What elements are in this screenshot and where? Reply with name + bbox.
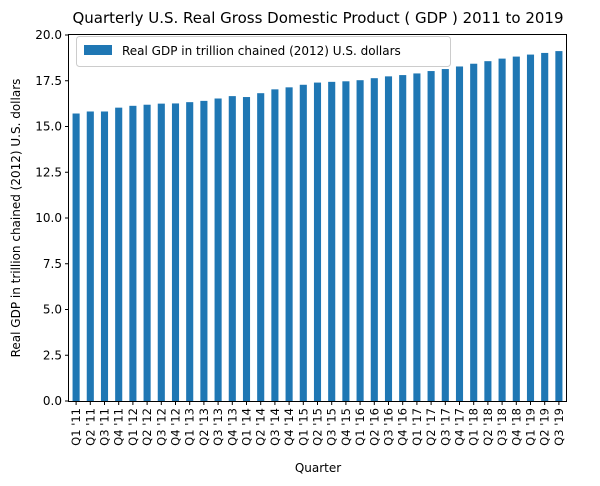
x-tick-label-15: Q4 '14	[282, 408, 296, 446]
x-tick-label-21: Q2 '16	[367, 408, 381, 446]
bar-1	[86, 111, 94, 402]
y-tick-label-6: 15.0	[35, 120, 62, 134]
x-tick-label-14: Q3 '14	[268, 408, 282, 446]
x-tick-label-23: Q4 '16	[396, 408, 410, 446]
bar-0	[72, 113, 80, 401]
bar-24	[413, 73, 421, 402]
bar-28	[470, 63, 478, 401]
x-tick-label-16: Q1 '15	[296, 408, 310, 446]
y-tick-label-4: 10.0	[35, 211, 62, 225]
legend-box	[76, 36, 451, 67]
x-tick-label-32: Q1 '19	[524, 408, 538, 446]
x-tick-label-4: Q1 '12	[126, 408, 140, 446]
bar-34	[555, 51, 563, 401]
x-tick-label-9: Q2 '13	[197, 408, 211, 446]
x-tick-label-1: Q2 '11	[83, 408, 97, 446]
bar-29	[484, 61, 492, 402]
x-tick-label-3: Q4 '11	[112, 408, 126, 446]
bar-10	[214, 98, 222, 401]
bar-33	[541, 52, 549, 402]
x-tick-label-7: Q4 '12	[169, 408, 183, 446]
bar-8	[186, 102, 194, 401]
bar-19	[342, 81, 350, 402]
x-tick-label-20: Q1 '16	[353, 408, 367, 446]
y-tick-label-2: 5.0	[43, 303, 62, 317]
bar-16	[299, 84, 307, 401]
x-tick-label-11: Q4 '13	[225, 408, 239, 446]
bar-25	[427, 71, 435, 402]
x-tick-label-31: Q4 '18	[509, 408, 523, 446]
bar-7	[171, 103, 180, 401]
bar-26	[441, 69, 449, 401]
bar-11	[228, 96, 236, 402]
bar-12	[242, 97, 251, 401]
y-tick-label-1: 2.5	[43, 348, 62, 362]
x-tick-label-24: Q1 '17	[410, 408, 424, 446]
bar-30	[498, 58, 506, 402]
x-tick-label-30: Q3 '18	[495, 408, 509, 446]
bars-group	[72, 51, 563, 402]
bar-2	[100, 111, 109, 402]
y-tick-label-7: 17.5	[35, 74, 62, 88]
x-tick-label-12: Q1 '14	[240, 408, 254, 446]
bar-17	[313, 82, 322, 401]
legend-label: Real GDP in trillion chained (2012) U.S.…	[122, 44, 401, 58]
legend-swatch	[84, 45, 112, 55]
x-tick-label-13: Q2 '14	[254, 408, 268, 446]
bar-3	[115, 107, 123, 402]
bar-31	[512, 56, 520, 402]
y-tick-label-0: 0.0	[43, 394, 62, 408]
bar-14	[271, 89, 279, 401]
bar-27	[455, 66, 464, 401]
bar-5	[143, 104, 151, 401]
y-tick-label-5: 12.5	[35, 165, 62, 179]
x-tick-label-10: Q3 '13	[211, 408, 225, 446]
y-tick-label-3: 7.5	[43, 257, 62, 271]
bar-21	[370, 78, 378, 401]
x-tick-label-6: Q3 '12	[154, 408, 168, 446]
bar-18	[328, 81, 336, 401]
bar-4	[129, 105, 137, 401]
x-tick-label-2: Q3 '11	[98, 408, 112, 446]
x-tick-label-18: Q3 '15	[325, 408, 339, 446]
y-tick-label-8: 20.0	[35, 28, 62, 42]
x-tick-label-33: Q2 '19	[538, 408, 552, 446]
x-tick-label-22: Q3 '16	[382, 408, 396, 446]
y-axis-label: Real GDP in trillion chained (2012) U.S.…	[9, 79, 23, 358]
x-tick-label-8: Q1 '13	[183, 408, 197, 446]
bar-9	[200, 100, 208, 401]
x-tick-label-34: Q3 '19	[552, 408, 566, 446]
bar-15	[285, 87, 293, 401]
bar-23	[399, 75, 407, 401]
x-tick-label-19: Q4 '15	[339, 408, 353, 446]
y-axis-ticks: 0.0 2.5 5.0 7.5 10.0 12.5 15.0 17.5 20.0	[35, 28, 69, 408]
x-tick-label-26: Q3 '17	[438, 408, 452, 446]
x-tick-label-5: Q2 '12	[140, 408, 154, 446]
x-tick-label-29: Q2 '18	[481, 408, 495, 446]
bar-22	[384, 76, 393, 402]
bar-13	[257, 93, 265, 401]
x-tick-label-17: Q2 '15	[311, 408, 325, 446]
x-tick-label-27: Q4 '17	[453, 408, 467, 446]
x-tick-label-0: Q1 '11	[69, 408, 83, 446]
bar-6	[157, 103, 165, 402]
x-tick-label-28: Q1 '18	[467, 408, 481, 446]
x-axis-ticks: Q1 '11 Q2 '11 Q3 '11 Q4 '11 Q1 '12 Q2 '12 Q3 '…	[69, 401, 566, 446]
x-tick-label-25: Q2 '17	[424, 408, 438, 446]
chart-title: Quarterly U.S. Real Gross Domestic Produ…	[72, 9, 563, 27]
bar-32	[526, 54, 535, 401]
x-axis-label: Quarter	[295, 461, 341, 475]
plot-area-frame	[68, 34, 567, 402]
bar-20	[356, 80, 364, 401]
legend: Real GDP in trillion chained (2012) U.S.…	[76, 36, 451, 67]
